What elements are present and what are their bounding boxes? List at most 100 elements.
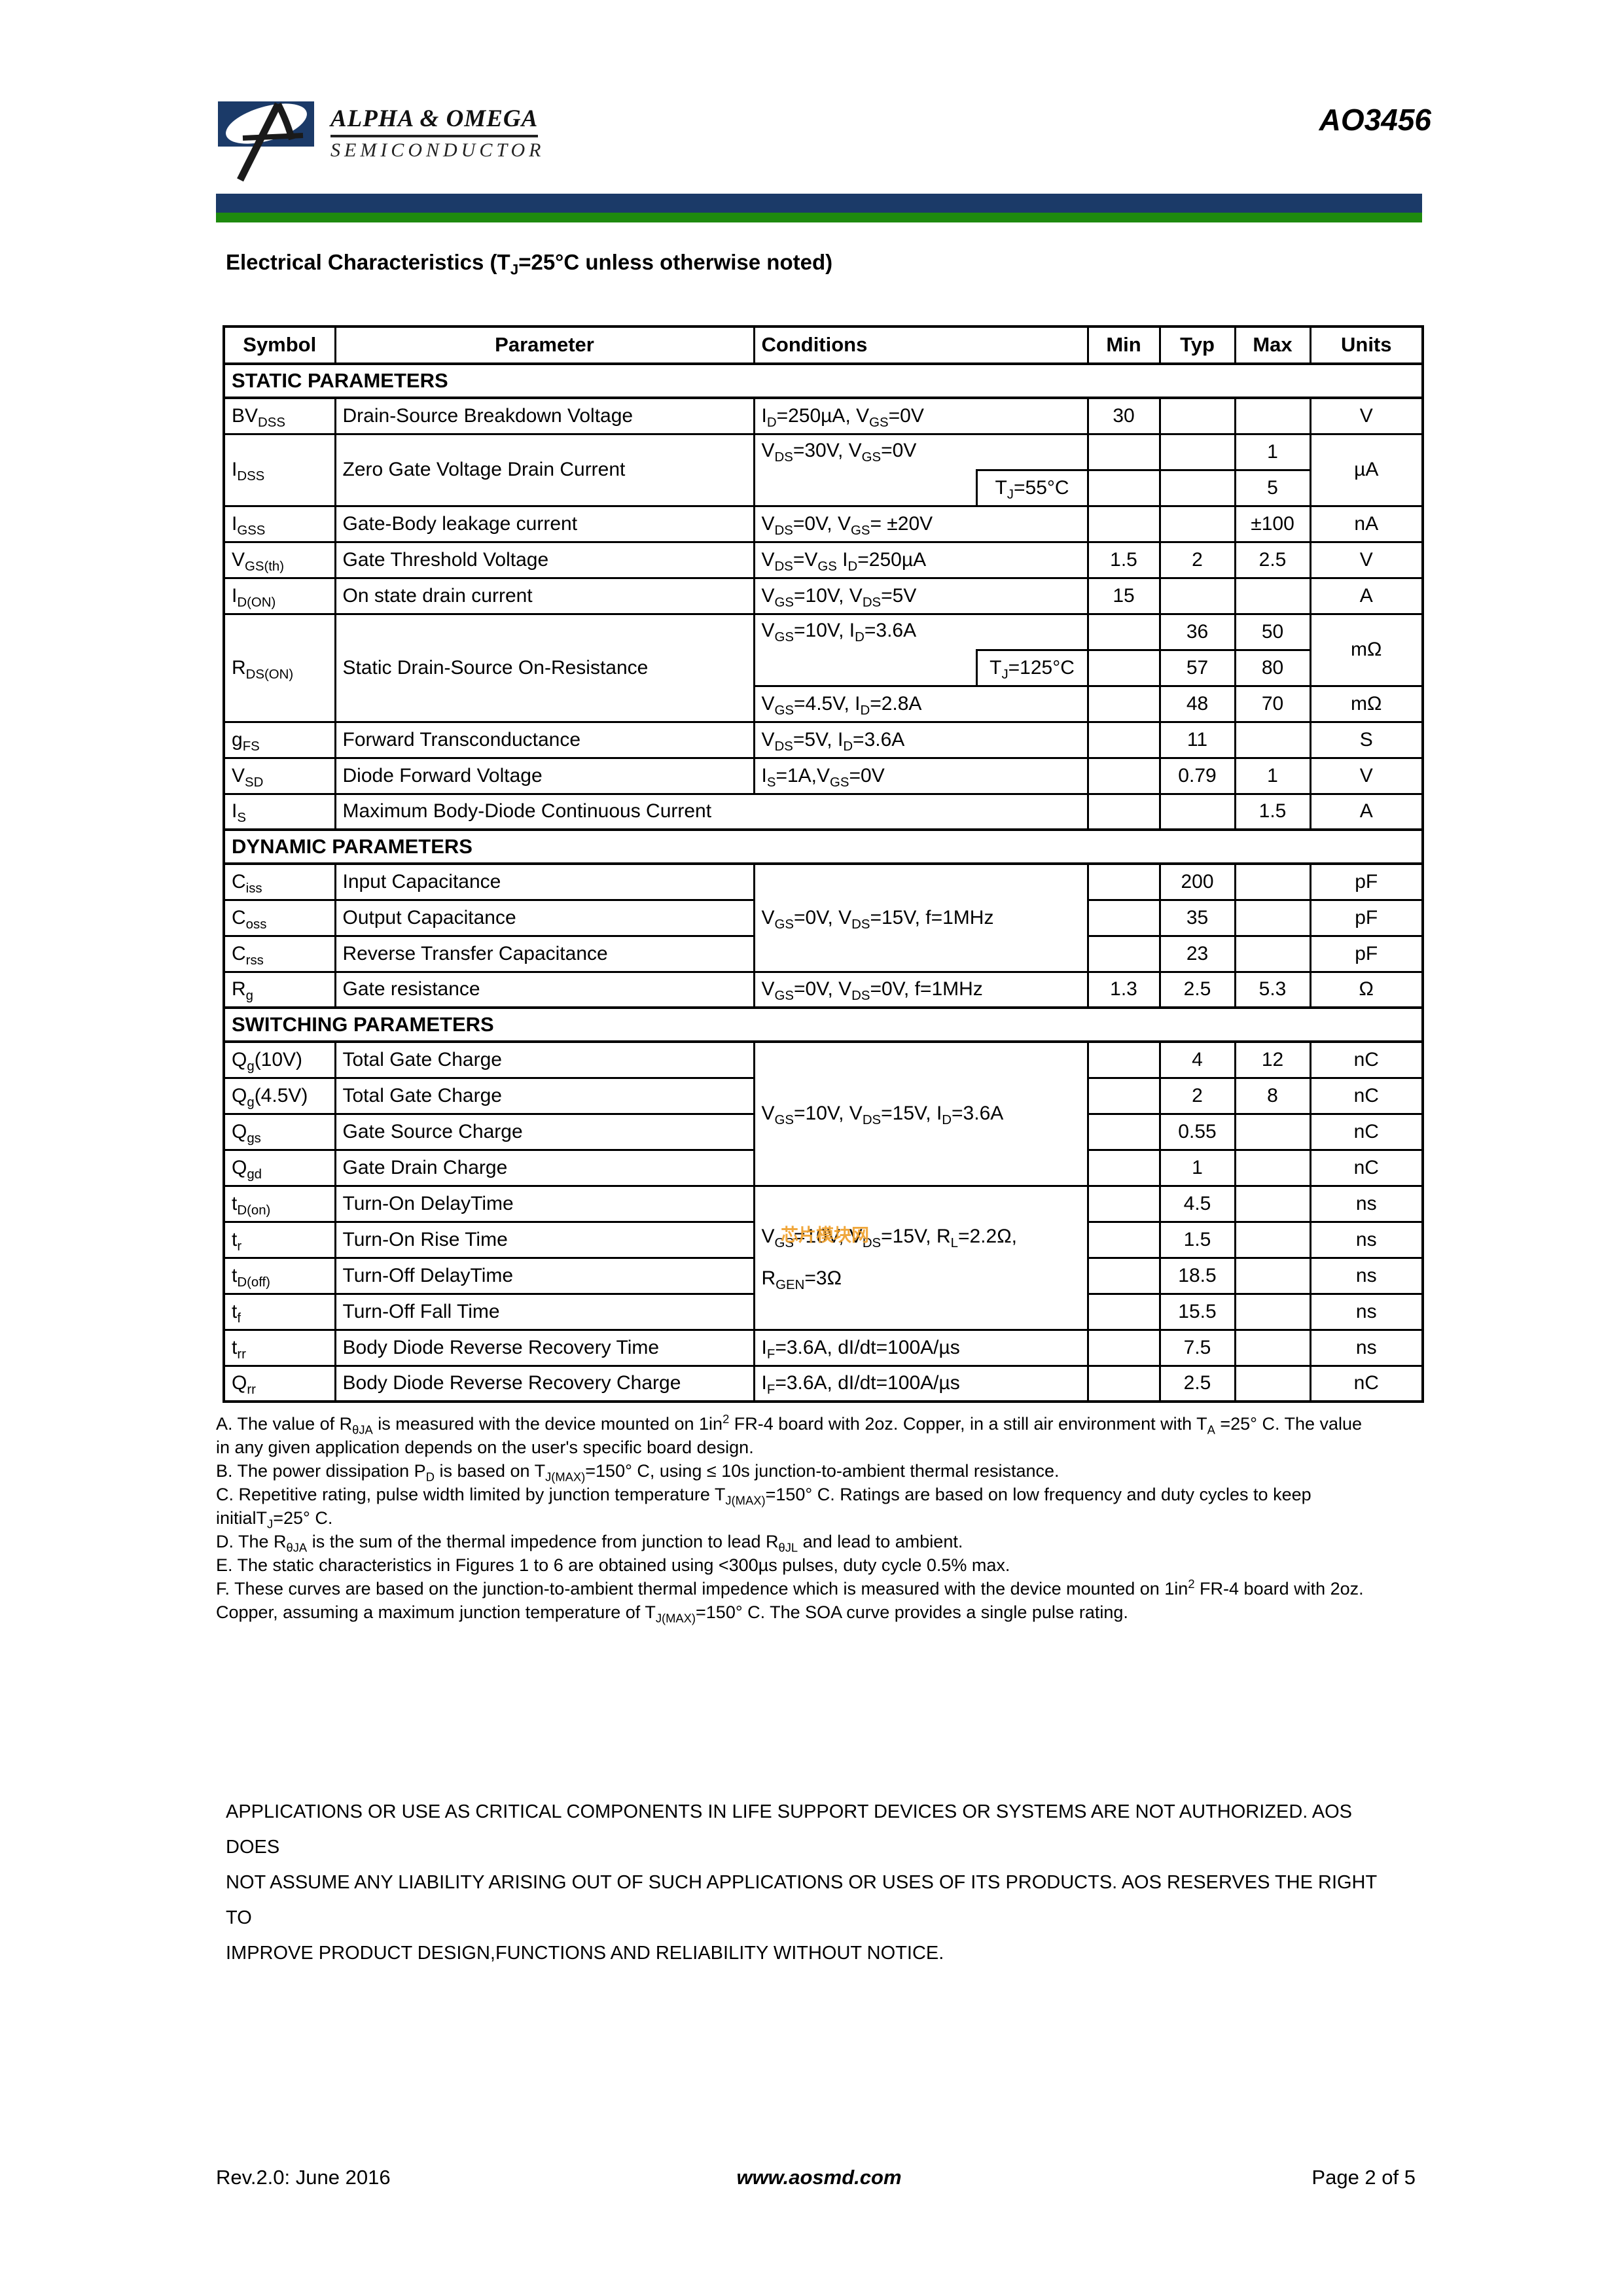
parameter-cell: Gate Source Charge [334,1112,755,1151]
units-cell: pF [1309,898,1424,937]
parameter-cell: Reverse Transfer Capacitance [334,934,755,973]
footer-url-link[interactable]: www.aosmd.com [736,2166,902,2189]
conditions-sub-spacer [976,433,1089,471]
parameter-cell: Zero Gate Voltage Drain Current [334,433,755,507]
row-idss-1: IDSS Zero Gate Voltage Drain Current VDS… [223,433,1424,507]
min-cell [1086,648,1161,687]
max-cell: 1 [1234,433,1311,471]
conditions-cell: ID=250µA, VGS=0V [753,397,1089,435]
symbol-cell: Qgd [223,1148,336,1187]
units-cell: V [1309,540,1424,579]
disclaimer-line: IMPROVE PRODUCT DESIGN,FUNCTIONS AND REL… [226,1943,944,1964]
part-number: AO3456 [1319,103,1431,137]
typ-cell: 2.5 [1158,1364,1236,1403]
max-cell [1234,1148,1311,1187]
typ-cell: 4 [1158,1040,1236,1079]
typ-cell: 11 [1158,720,1236,759]
conditions-line2: RGEN=3Ω [761,1267,842,1292]
parameter-cell: Total Gate Charge [334,1076,755,1115]
units-cell: pF [1309,934,1424,973]
symbol-cell: trr [223,1328,336,1367]
row-gfs: gFS Forward Transconductance VDS=5V, ID=… [223,720,1424,759]
row-vsd: VSD Diode Forward Voltage IS=1A,VGS=0V 0… [223,756,1424,795]
row-trr: trr Body Diode Reverse Recovery Time IF=… [223,1328,1424,1367]
row-ciss: Ciss Input Capacitance VGS=0V, VDS=15V, … [223,862,1424,973]
note-line: D. The RθJA is the sum of the thermal im… [216,1532,963,1555]
conditions-cell: VGS=0V, VDS=0V, f=1MHz [753,970,1089,1009]
min-cell [1086,504,1161,543]
section-label: DYNAMIC PARAMETERS [223,828,1424,865]
max-cell [1234,862,1311,901]
units-cell: nC [1309,1076,1424,1115]
conditions-cell: VDS=0V, VGS= ±20V [753,504,1089,543]
max-cell: 5 [1234,468,1311,507]
conditions-sub-cell: TJ=55°C [975,468,1089,507]
symbol-cell: IGSS [223,504,336,543]
symbol-cell: ID(ON) [223,576,336,615]
parameter-cell: Drain-Source Breakdown Voltage [334,397,755,435]
row-crss: Crss Reverse Transfer Capacitance 23 pF [223,934,1424,973]
symbol-cell: tf [223,1292,336,1331]
parameter-cell: Maximum Body-Diode Continuous Current [334,792,1089,831]
col-conditions: Conditions [753,325,1089,365]
parameter-cell: Total Gate Charge [334,1040,755,1079]
watermark-text: 芯片模块网 [781,1226,869,1245]
symbol-cell: Qg(4.5V) [223,1076,336,1115]
min-cell [1086,1184,1161,1223]
header-bar-green [216,213,1422,222]
units-cell: mΩ [1309,612,1424,687]
units-cell: mΩ [1309,684,1424,723]
units-cell: S [1309,720,1424,759]
row-tdoff: tD(off) Turn-Off DelayTime 18.5 ns [223,1256,1424,1295]
min-cell [1086,862,1161,901]
units-cell: A [1309,792,1424,831]
typ-cell: 2 [1158,1076,1236,1115]
brand-name: ALPHA & OMEGA [330,105,539,137]
units-cell: µA [1309,433,1424,507]
section-dynamic: DYNAMIC PARAMETERS [223,828,1424,865]
parameter-cell: On state drain current [334,576,755,615]
max-cell [1234,1364,1311,1403]
units-cell: nC [1309,1364,1424,1403]
row-rdson-3: VGS=4.5V, ID=2.8A 48 70 mΩ [224,684,1424,723]
conditions-cell: VGS=10V, ID=3.6A [753,612,976,687]
max-cell [1234,1328,1311,1367]
disclaimer-line: NOT ASSUME ANY LIABILITY ARISING OUT OF … [226,1872,1377,1928]
typ-cell: 2 [1158,540,1236,579]
max-cell: 1 [1234,756,1311,795]
symbol-cell: tD(off) [223,1256,336,1295]
row-bvdss: BVDSS Drain-Source Breakdown Voltage ID=… [223,397,1424,435]
row-qg10: Qg(10V) Total Gate Charge VGS=10V, VDS=1… [223,1040,1424,1187]
parameter-cell: Turn-Off Fall Time [334,1292,755,1331]
min-cell: 30 [1086,397,1161,435]
min-cell [1086,1112,1161,1151]
note-line: F. These curves are based on the junctio… [216,1577,1364,1625]
min-cell [1086,468,1161,507]
units-cell: Ω [1309,970,1424,1009]
symbol-cell: Rg [223,970,336,1009]
row-rg: Rg Gate resistance VGS=0V, VDS=0V, f=1MH… [223,970,1424,1009]
parameter-cell: Turn-On DelayTime [334,1184,755,1223]
max-cell [1234,898,1311,937]
conditions-cell: VGS=10V, VDS=15V, RL=2.2Ω, RGEN=3Ω [753,1184,1089,1331]
units-cell: nC [1309,1148,1424,1187]
typ-cell: 18.5 [1158,1256,1236,1295]
typ-cell: 36 [1158,612,1236,651]
typ-cell: 35 [1158,898,1236,937]
typ-cell [1158,397,1236,435]
typ-cell: 0.55 [1158,1112,1236,1151]
max-cell [1234,1112,1311,1151]
row-tr: tr Turn-On Rise Time 1.5 ns [223,1220,1424,1259]
max-cell: 50 [1234,612,1311,651]
typ-cell [1158,468,1236,507]
max-cell: 5.3 [1234,970,1311,1009]
typ-cell: 1 [1158,1148,1236,1187]
symbol-cell: Crss [223,934,336,973]
conditions-cell: IF=3.6A, dI/dt=100A/µs [753,1328,1089,1367]
conditions-cell: VDS=5V, ID=3.6A [753,720,1089,759]
max-cell: 80 [1234,648,1311,687]
max-cell: 70 [1234,684,1311,723]
conditions-cell: VGS=0V, VDS=15V, f=1MHz [753,862,1089,973]
min-cell [1086,934,1161,973]
